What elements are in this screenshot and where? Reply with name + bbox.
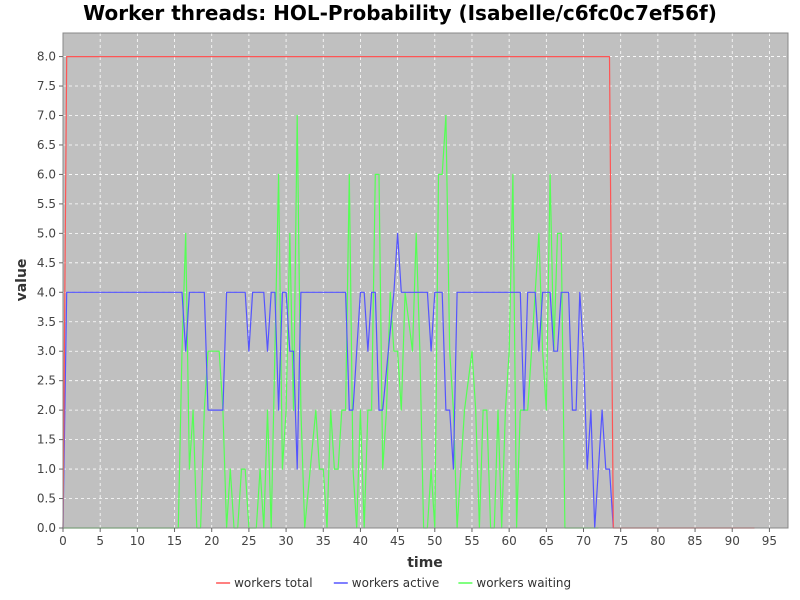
legend-entry: workers active (352, 576, 439, 590)
x-tick-label: 15 (167, 534, 182, 548)
x-tick-label: 5 (96, 534, 104, 548)
x-tick-label: 45 (390, 534, 405, 548)
y-tick-label: 3.5 (37, 315, 56, 329)
legend-entry: workers waiting (476, 576, 571, 590)
y-tick-label: 2.5 (37, 374, 56, 388)
x-tick-label: 70 (576, 534, 591, 548)
x-tick-label: 0 (59, 534, 67, 548)
y-tick-label: 5.5 (37, 197, 56, 211)
y-tick-label: 7.0 (37, 109, 56, 123)
y-tick-label: 0.5 (37, 492, 56, 506)
plot-background (63, 33, 788, 528)
x-tick-label: 35 (316, 534, 331, 548)
x-axis-label: time (407, 555, 443, 571)
x-axis: 0 5 10 15 20 25 30 35 40 45 50 55 60 65 70 75 80 85 90 95 (59, 528, 777, 548)
legend: workers total workers active workers waiti… (216, 576, 571, 590)
y-tick-label: 3.0 (37, 344, 56, 358)
x-tick-label: 25 (241, 534, 256, 548)
y-tick-label: 4.5 (37, 256, 56, 270)
series-line-workers-active (62, 232, 614, 529)
y-tick-label: 6.5 (37, 138, 56, 152)
y-tick-label: 2.0 (37, 403, 56, 417)
x-tick-label: 50 (427, 534, 442, 548)
x-tick-label: 75 (613, 534, 628, 548)
x-tick-label: 30 (278, 534, 293, 548)
y-tick-label: 4.0 (37, 285, 56, 299)
x-tick-label: 90 (725, 534, 740, 548)
x-tick-label: 40 (353, 534, 368, 548)
y-tick-label: 6.0 (37, 167, 56, 181)
chart-title: Worker threads: HOL-Probability (Isabell… (83, 1, 717, 25)
y-tick-label: 7.5 (37, 79, 56, 93)
x-tick-label: 95 (762, 534, 777, 548)
y-tick-label: 5.0 (37, 226, 56, 240)
y-tick-label: 1.0 (37, 462, 56, 476)
x-tick-label: 65 (539, 534, 554, 548)
x-tick-label: 20 (204, 534, 219, 548)
plot-area (62, 32, 789, 529)
legend-entry: workers total (234, 576, 312, 590)
x-tick-label: 85 (687, 534, 702, 548)
x-tick-label: 80 (650, 534, 665, 548)
x-tick-label: 60 (502, 534, 517, 548)
y-tick-label: 1.5 (37, 433, 56, 447)
y-axis-label: value (14, 259, 30, 302)
x-tick-label: 55 (464, 534, 479, 548)
plot-border (62, 32, 789, 529)
y-axis: 0.0 0.5 1.0 1.5 2.0 2.5 3.0 3.5 4.0 4.5 5.0 5.5 6.0 6… (37, 50, 63, 535)
x-tick-label: 10 (130, 534, 145, 548)
y-tick-label: 0.0 (37, 521, 56, 535)
y-tick-label: 8.0 (37, 50, 56, 64)
